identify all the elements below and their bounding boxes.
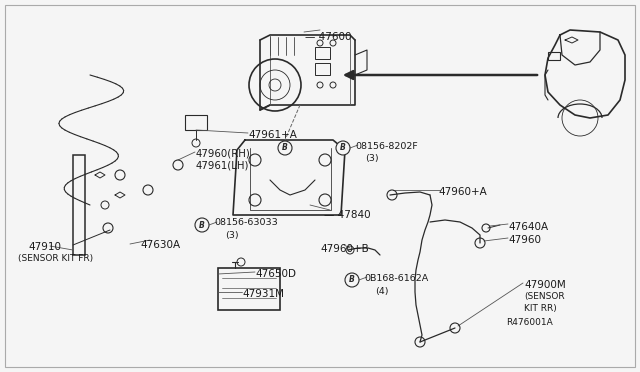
Circle shape xyxy=(336,141,350,155)
Text: 47960: 47960 xyxy=(508,235,541,245)
Text: (3): (3) xyxy=(365,154,379,163)
Text: B: B xyxy=(199,221,205,230)
Text: 47960+B: 47960+B xyxy=(320,244,369,254)
Text: B: B xyxy=(282,144,288,153)
Text: 0B168-6162A: 0B168-6162A xyxy=(364,274,428,283)
Text: (3): (3) xyxy=(225,231,239,240)
Bar xyxy=(73,155,85,255)
Circle shape xyxy=(278,141,292,155)
Text: 47640A: 47640A xyxy=(508,222,548,232)
Text: R476001A: R476001A xyxy=(506,318,553,327)
Bar xyxy=(185,115,207,130)
Text: 47650D: 47650D xyxy=(255,269,296,279)
Text: 47960(RH): 47960(RH) xyxy=(196,149,251,159)
Text: 08156-8202F: 08156-8202F xyxy=(355,142,418,151)
Text: KIT RR): KIT RR) xyxy=(524,304,557,313)
Circle shape xyxy=(195,218,209,232)
Text: (SENSOR KIT FR): (SENSOR KIT FR) xyxy=(18,254,93,263)
Text: 08156-63033: 08156-63033 xyxy=(214,218,278,227)
Text: 47910: 47910 xyxy=(28,242,61,252)
Text: 47931M: 47931M xyxy=(242,289,284,299)
Circle shape xyxy=(345,273,359,287)
Text: (4): (4) xyxy=(375,287,388,296)
Text: B: B xyxy=(340,144,346,153)
Bar xyxy=(315,47,330,59)
Bar xyxy=(218,268,280,310)
Text: (SENSOR: (SENSOR xyxy=(524,292,564,301)
Text: 47630A: 47630A xyxy=(140,240,180,250)
Bar xyxy=(315,63,330,75)
Text: 47961(LH): 47961(LH) xyxy=(196,160,250,170)
Text: — 47840: — 47840 xyxy=(324,210,371,220)
Text: 47961+A: 47961+A xyxy=(248,130,297,140)
Text: 47960+A: 47960+A xyxy=(438,187,487,197)
Text: — 47600: — 47600 xyxy=(305,32,351,42)
Bar xyxy=(548,52,560,60)
Text: B: B xyxy=(349,276,355,285)
Text: 47900M: 47900M xyxy=(524,280,566,290)
